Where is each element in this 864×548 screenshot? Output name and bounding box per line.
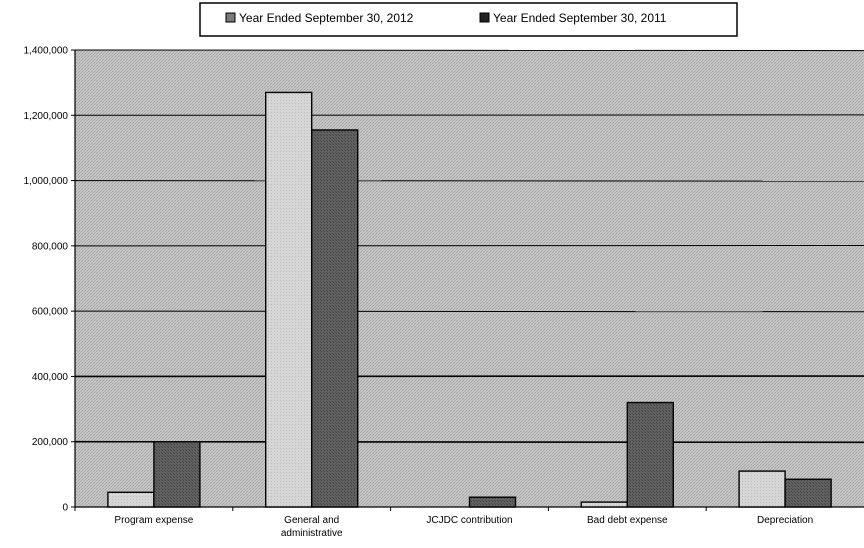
gridline [74, 310, 864, 313]
legend-swatch [225, 12, 236, 23]
gridline [74, 180, 864, 182]
legend: Year Ended September 30, 2012 Year Ended … [199, 2, 738, 37]
gridline [74, 49, 864, 52]
y-tick-label: 0 [62, 503, 68, 514]
bar-2012 [580, 501, 628, 508]
x-tick-label: General and administrative [281, 515, 343, 539]
y-tick-label: 1,400,000 [24, 46, 69, 57]
y-tick-label: 600,000 [32, 307, 69, 318]
plot-area [74, 50, 864, 508]
gridlines [74, 49, 864, 444]
legend-swatch [479, 12, 490, 23]
legend-label: Year Ended September 30, 2011 [493, 11, 667, 25]
gridline [74, 440, 864, 444]
x-tick-label: Depreciation [757, 515, 813, 526]
bar-2011 [784, 478, 832, 508]
bar-2011 [153, 441, 201, 508]
x-axis: Program expense General and administrative… [74, 507, 813, 539]
x-tick-label: Bad debt expense [587, 515, 668, 526]
x-tick-label: JCJDC contribution [426, 515, 512, 526]
y-tick-label: 400,000 [32, 372, 69, 383]
bar-2011 [626, 401, 674, 508]
bars [107, 91, 832, 508]
legend-box [199, 2, 738, 37]
legend-label: Year Ended September 30, 2012 [239, 11, 414, 25]
bar-2011 [311, 129, 359, 508]
y-tick-label: 800,000 [32, 241, 69, 252]
x-tick-label: Program expense [114, 515, 193, 526]
bar-2011 [468, 496, 517, 508]
bar-2012 [738, 470, 786, 508]
y-tick-label: 200,000 [32, 437, 69, 448]
y-tick-label: 1,000,000 [24, 176, 69, 187]
y-tick-label: 1,200,000 [24, 111, 69, 122]
y-axis: 0 200,000 400,000 600,000 800,000 1,000,000 1,… [24, 46, 75, 514]
bar-2012 [265, 91, 313, 508]
plot-background [75, 50, 864, 507]
bar-2012 [107, 491, 155, 508]
